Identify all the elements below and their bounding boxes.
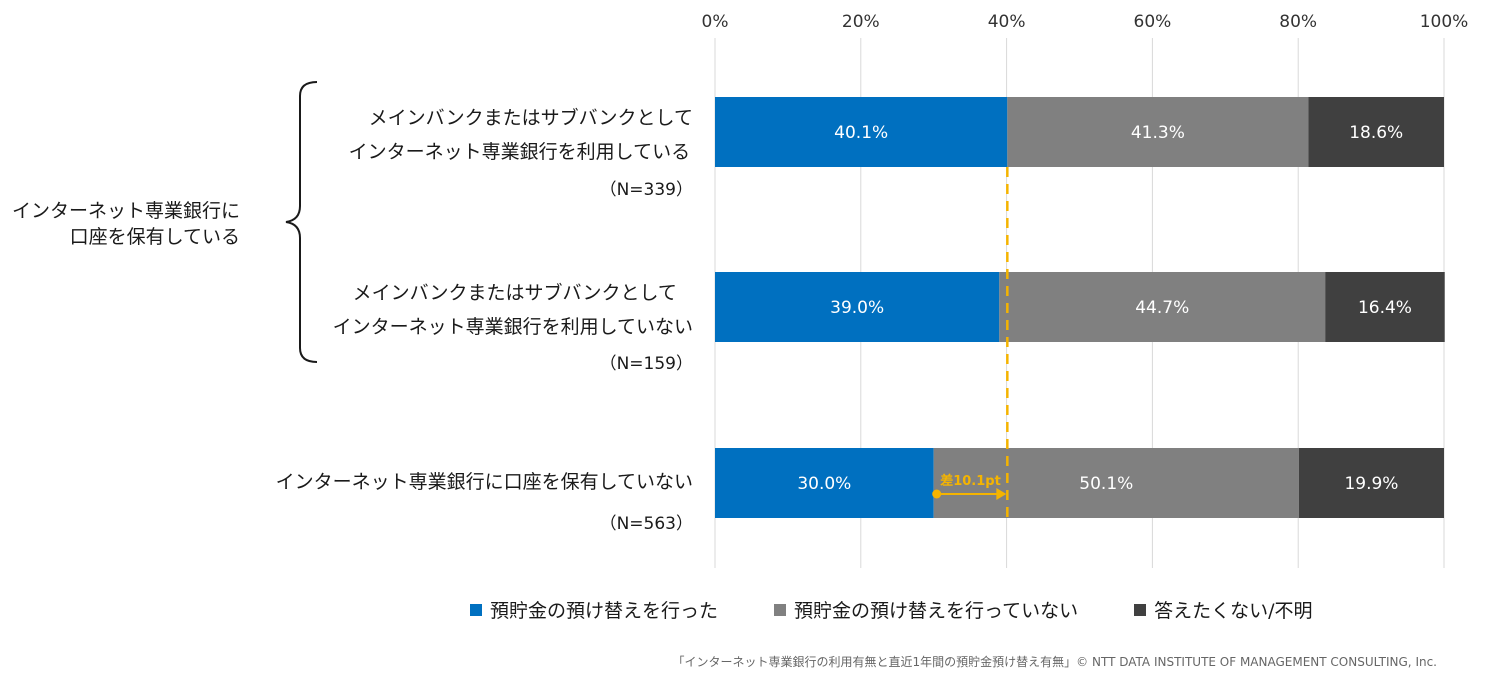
row-label-line: インターネット専業銀行を利用していない [332,316,693,338]
data-label: 41.3% [1131,123,1185,143]
x-tick-label: 40% [988,12,1026,32]
legend-swatch [1134,603,1147,616]
group-label-line-1: インターネット専業銀行に [11,200,240,222]
x-tick-label: 100% [1420,12,1469,32]
legend: 預貯金の預け替えを行った 預貯金の預け替えを行っていない 答えたくない/不明 [470,596,1368,623]
row-sample-size: （N=159） [599,354,693,374]
row-label-line: メインバンクまたはサブバンクとして [352,282,677,304]
legend-label: 預貯金の預け替えを行っていない [794,600,1079,622]
bar-segment [999,272,1326,342]
bar-segment [715,448,934,518]
row-label-line: メインバンクまたはサブバンクとして [368,107,693,129]
bar-segment [1325,272,1445,342]
row-sample-size: （N=339） [599,180,693,200]
data-label: 39.0% [830,298,884,318]
row-label-line: インターネット専業銀行に口座を保有していない [275,471,693,493]
row-label: インターネット専業銀行に口座を保有していない [276,470,693,495]
data-label: 30.0% [797,474,851,494]
bar-segment [1298,448,1444,518]
bar-segment [1308,97,1444,167]
data-label: 18.6% [1349,123,1403,143]
data-label: 40.1% [834,123,888,143]
source-credit: 「インターネット専業銀行の利用有無と直近1年間の預貯金預け替え有無」© NTT … [672,655,1437,669]
group-brace [285,81,318,363]
bar-segment [933,448,1299,518]
row-label: メインバンクまたはサブバンクとしてインターネット専業銀行を利用している [349,101,693,169]
data-label: 16.4% [1358,298,1412,318]
legend-label: 預貯金の預け替えを行った [490,600,719,622]
bar-segment [715,272,1000,342]
legend-item: 預貯金の預け替えを行った [470,596,718,623]
bar-segment [715,97,1008,167]
data-label: 19.9% [1344,474,1398,494]
difference-annotation: 差10.1pt [940,473,1001,489]
difference-arrow-head [996,488,1007,500]
group-label: インターネット専業銀行に 口座を保有している [10,198,240,250]
legend-swatch [470,603,482,616]
data-label: 50.1% [1079,474,1133,494]
x-tick-label: 20% [842,12,880,32]
x-tick-label: 0% [702,12,729,32]
row-label-line: インターネット専業銀行を利用している [348,141,691,163]
x-tick-label: 80% [1279,12,1317,32]
legend-item: 答えたくない/不明 [1134,596,1312,623]
group-label-line-2: 口座を保有している [69,226,240,248]
row-label: メインバンクまたはサブバンクとして インターネット専業銀行を利用していない [333,276,693,344]
row-sample-size: （N=563） [599,514,693,534]
x-tick-label: 60% [1134,12,1172,32]
data-label: 44.7% [1135,298,1189,318]
difference-arrow-start-dot [932,489,942,499]
bar-segment [1007,97,1309,167]
legend-item: 預貯金の預け替えを行っていない [774,596,1078,623]
legend-swatch [774,603,787,616]
legend-label: 答えたくない/不明 [1154,600,1313,622]
